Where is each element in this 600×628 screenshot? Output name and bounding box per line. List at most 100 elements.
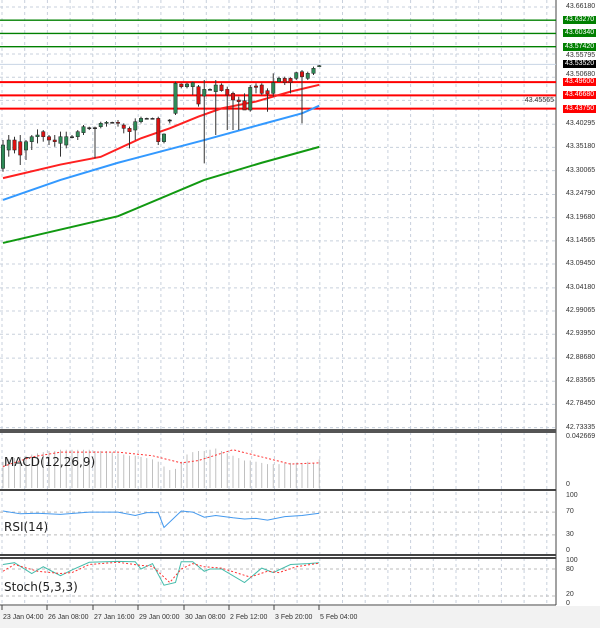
candle: [64, 131, 69, 149]
price-axis-label: 43.09450: [566, 259, 596, 267]
candle: [12, 136, 17, 154]
candle: [29, 135, 34, 151]
time-axis-label: 3 Feb 20:00: [275, 614, 313, 621]
candle: [18, 135, 23, 166]
candle: [70, 135, 74, 139]
candle-body: [265, 90, 270, 95]
candle: [35, 129, 40, 144]
resistance-level-tag: 43.57420: [563, 42, 597, 51]
support-level-tag: 43.43750: [563, 104, 597, 113]
rsi-level-0: 0: [566, 547, 570, 554]
candle-body: [167, 119, 172, 122]
price-axis-label: 43.19680: [566, 213, 596, 221]
candle-body: [1, 144, 5, 169]
candle-body: [271, 82, 276, 94]
price-axis-label: 42.78450: [566, 400, 596, 408]
candle-body: [87, 127, 92, 129]
moving-average-slow: [2, 145, 320, 244]
candle-body: [185, 83, 189, 87]
candle: [190, 81, 195, 96]
candle-body: [144, 118, 149, 120]
candle: [173, 81, 178, 115]
price-axis-label: 43.50680: [566, 70, 596, 78]
rsi-level-70: 70: [566, 508, 574, 515]
candle-body: [213, 84, 218, 92]
price-axis-label: 42.83565: [566, 377, 596, 385]
candle-body: [81, 126, 86, 133]
candle: [133, 118, 138, 141]
candle-body: [121, 124, 126, 129]
candle: [87, 126, 92, 131]
candle-body: [242, 100, 247, 111]
time-axis-label: 27 Jan 16:00: [94, 614, 135, 621]
candle: [52, 135, 57, 147]
candle: [150, 117, 155, 120]
candle: [236, 96, 241, 131]
stoch-title: Stoch(5,3,3): [4, 580, 78, 594]
candle: [41, 130, 46, 142]
stoch-level-0: 0: [566, 600, 570, 607]
candle: [265, 88, 270, 112]
candle: [196, 85, 201, 107]
price-axis-label: 42.93950: [566, 330, 596, 338]
candle-body: [41, 131, 46, 137]
candle-body: [196, 86, 201, 105]
macd-zero-label: 0: [566, 481, 570, 488]
candle-body: [305, 73, 310, 79]
price-axis-label: 43.66180: [566, 3, 596, 10]
candle: [127, 126, 132, 149]
rsi-level-100: 100: [566, 492, 578, 499]
price-axis-label: 43.40295: [566, 120, 596, 128]
time-axis-label: 5 Feb 04:00: [320, 614, 358, 621]
time-axis-label: 2 Feb 12:00: [230, 614, 268, 621]
candle: [93, 126, 97, 159]
candle: [185, 82, 189, 89]
candle-body: [110, 122, 115, 124]
candle: [75, 130, 80, 141]
macd-signal-line: [2, 449, 320, 467]
candle: [24, 140, 28, 161]
candle: [208, 88, 212, 91]
candle-body: [231, 93, 235, 101]
candle-body: [18, 141, 23, 156]
candle: [58, 131, 63, 157]
candle-body: [58, 136, 63, 144]
candle: [305, 71, 310, 81]
candle-body: [219, 84, 224, 91]
candle: [248, 85, 253, 112]
candle-body: [139, 118, 143, 122]
current-price-tag: 43.53520: [563, 60, 597, 69]
candle: [231, 91, 235, 131]
time-axis-label: 29 Jan 00:00: [139, 614, 180, 621]
candle: [167, 119, 172, 124]
candle-body: [179, 83, 184, 87]
candle: [259, 83, 264, 96]
candle: [162, 133, 166, 144]
price-axis-label: 43.24790: [566, 190, 596, 198]
candle-body: [35, 134, 40, 137]
candle-body: [254, 85, 258, 88]
candle-body: [64, 136, 69, 146]
candle-body: [133, 121, 138, 131]
candle-body: [116, 122, 120, 124]
support-level-tag: 43.46680: [563, 91, 597, 100]
support-level-tag: 43.49600: [563, 78, 597, 87]
candle: [317, 64, 322, 67]
time-axis-label: 23 Jan 04:00: [3, 614, 44, 621]
candle-body: [317, 65, 322, 67]
candle-body: [98, 123, 103, 127]
candle: [294, 71, 299, 81]
rsi-line: [2, 510, 320, 529]
candle: [1, 140, 5, 172]
candle-body: [208, 89, 212, 91]
candle: [277, 76, 281, 82]
candle-body: [248, 87, 253, 111]
stoch-level-100: 100: [566, 557, 578, 564]
candle-body: [156, 118, 161, 142]
stoch-level-80: 80: [566, 566, 574, 573]
candle-body: [288, 78, 293, 83]
candle-body: [75, 131, 80, 137]
candle: [156, 116, 161, 146]
price-axis-label: 42.99065: [566, 307, 596, 315]
